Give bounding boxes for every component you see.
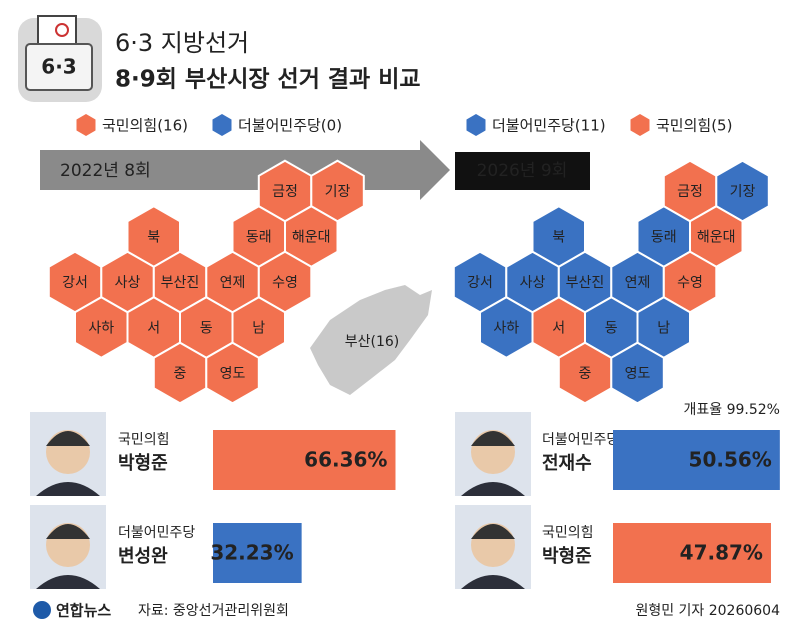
- district-name: 남: [252, 321, 265, 337]
- legend-swatch: [76, 114, 96, 136]
- photo-hair: [46, 431, 90, 446]
- period-box: [455, 152, 590, 190]
- vote-label: 50.56%: [689, 448, 772, 472]
- district-name: 사상: [520, 275, 546, 291]
- party-name: 더불어민주당: [118, 525, 195, 541]
- district-name: 서: [147, 321, 160, 337]
- credit: 원형민 기자 20260604: [635, 603, 780, 619]
- title: 8·9회 부산시장 선거 결과 비교: [115, 67, 421, 93]
- candidate-name: 박형준: [118, 453, 168, 474]
- icon-label: 6·3: [41, 55, 76, 79]
- district-name: 동: [200, 321, 213, 337]
- party-name: 국민의힘: [118, 432, 170, 448]
- district-name: 서: [552, 321, 565, 337]
- vote-bar: [213, 430, 396, 490]
- photo-suit: [36, 482, 100, 496]
- vote-label: 47.87%: [680, 541, 763, 565]
- district-name: 금정: [677, 184, 703, 200]
- logo: 연합뉴스: [56, 602, 111, 620]
- subtitle: 6·3 지방선거: [115, 29, 249, 57]
- district-name: 영도: [625, 366, 651, 382]
- legend-swatch: [212, 114, 232, 136]
- photo-suit: [461, 482, 525, 496]
- district-name: 부산진: [161, 275, 200, 291]
- legend-label: 더불어민주당(0): [238, 117, 342, 135]
- district-name: 사상: [115, 275, 141, 291]
- party-name: 더불어민주당: [542, 432, 619, 448]
- photo-suit: [36, 575, 100, 589]
- candidate-name: 변성완: [118, 546, 168, 567]
- map-label: 부산(16): [345, 334, 400, 350]
- party-name: 국민의힘: [542, 525, 594, 541]
- busan-silhouette: [310, 285, 432, 395]
- legend-label: 국민의힘(5): [656, 117, 732, 135]
- district-name: 부산진: [566, 275, 605, 291]
- district-name: 북: [147, 230, 160, 246]
- legend-swatch: [466, 114, 486, 136]
- period-label: 2022년 8회: [60, 161, 151, 181]
- district-name: 동래: [651, 230, 677, 246]
- district-name: 금정: [272, 184, 298, 200]
- photo-hair: [471, 431, 515, 446]
- district-name: 남: [657, 321, 670, 337]
- legend-swatch: [630, 114, 650, 136]
- district-name: 해운대: [697, 230, 736, 246]
- vote-bar: [213, 523, 302, 583]
- vote-bar: [613, 430, 780, 490]
- legend-label: 더불어민주당(11): [492, 117, 606, 135]
- photo-suit: [461, 575, 525, 589]
- photo-hair: [471, 524, 515, 539]
- ballot-icon: 6·3: [18, 15, 102, 102]
- district-name: 기장: [325, 184, 351, 200]
- vote-label: 66.36%: [304, 448, 387, 472]
- legend-label: 국민의힘(16): [102, 117, 188, 135]
- candidate-name: 전재수: [542, 453, 592, 474]
- district-name: 중: [579, 366, 592, 382]
- district-hex: [205, 341, 260, 405]
- district-name: 강서: [467, 275, 493, 291]
- turnout: 개표율 99.52%: [684, 402, 780, 418]
- district-name: 기장: [730, 184, 756, 200]
- district-name: 강서: [62, 275, 88, 291]
- district-name: 동래: [246, 230, 272, 246]
- vote-label: 32.23%: [210, 541, 293, 565]
- district-name: 수영: [272, 275, 298, 291]
- footer: 연합뉴스 자료: 중앙선거관리위원회 원형민 기자 20260604: [33, 601, 780, 620]
- district-name: 영도: [220, 366, 246, 382]
- district-name: 중: [174, 366, 187, 382]
- district-name: 연제: [220, 275, 246, 291]
- district-name: 해운대: [292, 230, 331, 246]
- district-name: 사하: [493, 321, 519, 337]
- vote-bar: [613, 523, 771, 583]
- district-name: 동: [605, 321, 618, 337]
- district-name: 연제: [625, 275, 651, 291]
- district-name: 사하: [88, 321, 114, 337]
- period-label: 2026년 9회: [477, 161, 568, 181]
- source: 자료: 중앙선거관리위원회: [138, 603, 289, 619]
- photo-hair: [46, 524, 90, 539]
- district-name: 수영: [677, 275, 703, 291]
- district-hex: [610, 341, 665, 405]
- district-name: 북: [552, 230, 565, 246]
- candidate-name: 박형준: [542, 546, 592, 567]
